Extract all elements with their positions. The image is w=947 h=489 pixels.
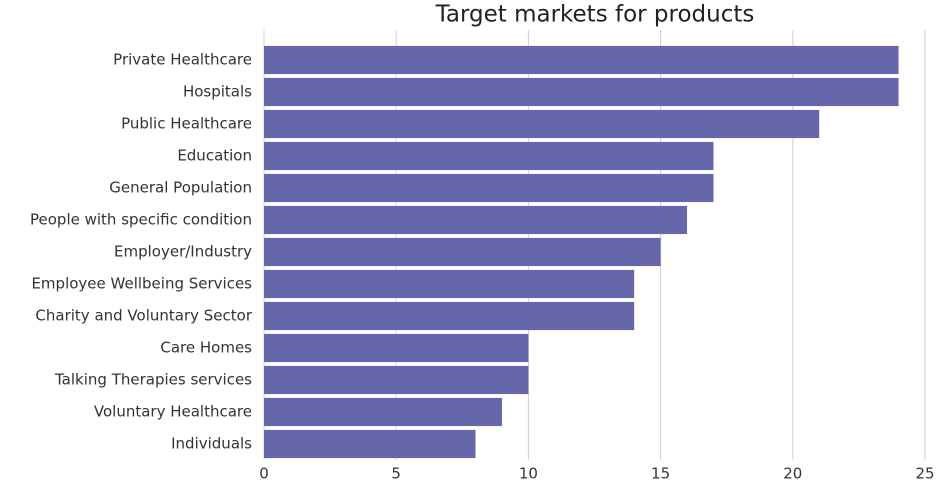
x-tick-label: 10 [519, 465, 538, 483]
bar [264, 365, 529, 395]
y-tick-label: Individuals [171, 435, 252, 453]
y-tick-label: General Population [109, 179, 252, 197]
y-tick-label: Charity and Voluntary Sector [35, 307, 252, 325]
y-tick-label: Public Healthcare [121, 115, 252, 133]
y-tick-label: People with specific condition [30, 211, 252, 229]
bar [264, 109, 820, 139]
bar [264, 173, 714, 203]
bar [264, 205, 688, 235]
bar [264, 397, 502, 427]
y-tick-label: Education [177, 147, 252, 165]
chart-title: Target markets for products [435, 2, 755, 28]
x-tick-label: 0 [259, 465, 269, 483]
bar [264, 141, 714, 171]
x-tick-label: 25 [915, 465, 934, 483]
y-tick-label: Employer/Industry [114, 243, 252, 261]
bar [264, 45, 899, 75]
bar [264, 237, 661, 267]
bar [264, 333, 529, 363]
x-tick-label: 20 [783, 465, 802, 483]
bar [264, 269, 635, 299]
y-tick-label: Employee Wellbeing Services [31, 275, 252, 293]
bar [264, 429, 476, 459]
y-tick-label: Talking Therapies services [54, 371, 252, 389]
x-tick-label: 5 [391, 465, 401, 483]
y-tick-label: Hospitals [183, 83, 252, 101]
y-tick-label: Care Homes [160, 339, 252, 357]
bar [264, 301, 635, 331]
bar [264, 77, 899, 107]
y-tick-label: Private Healthcare [113, 51, 252, 69]
x-tick-label: 15 [651, 465, 670, 483]
y-tick-label: Voluntary Healthcare [94, 403, 252, 421]
